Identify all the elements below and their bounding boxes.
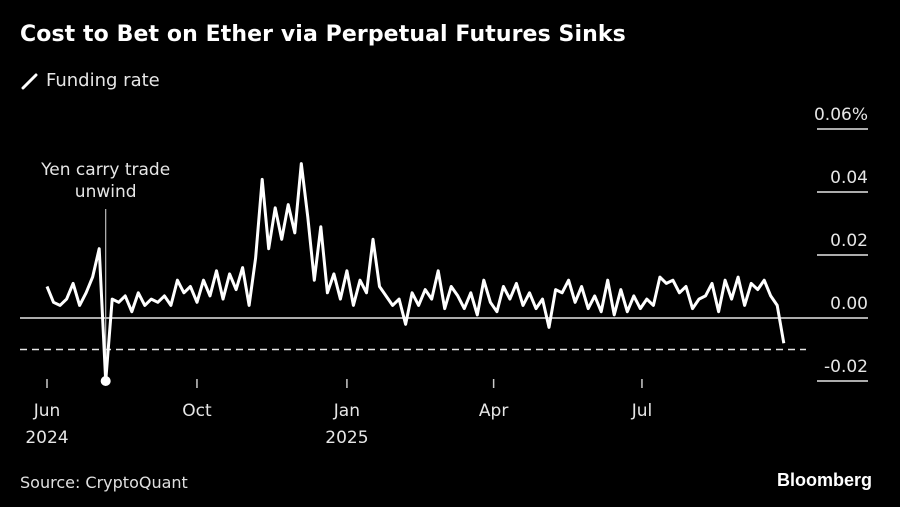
y-tick-label: -0.02 [824, 357, 868, 377]
y-axis: 0.06% 0.04 0.02 0.00 -0.02 [814, 105, 868, 382]
source-note: Source: CryptoQuant [20, 473, 188, 492]
bloomberg-logo: Bloomberg [776, 470, 872, 490]
annotation-text-line1: Yen carry trade [40, 160, 170, 180]
x-tick-sublabel: 2024 [25, 428, 68, 448]
line-swatch-icon [21, 73, 38, 89]
x-tick-label: Jan [333, 401, 360, 421]
annotation-text-line2: unwind [75, 182, 137, 202]
x-axis: Jun 2024 Oct Jan 2025 Apr Jul [25, 379, 652, 448]
y-tick-label: 0.00 [830, 294, 868, 314]
x-tick-label: Apr [479, 401, 508, 421]
y-tick-label: 0.04 [830, 168, 868, 188]
y-tick-label: 0.06% [814, 105, 868, 125]
legend-label: Funding rate [46, 70, 160, 91]
annotation-marker [100, 376, 111, 386]
chart-title: Cost to Bet on Ether via Perpetual Futur… [20, 22, 626, 47]
x-tick-sublabel: 2025 [325, 428, 368, 448]
x-tick-label: Oct [182, 401, 212, 421]
series-line-funding-rate [45, 162, 786, 383]
x-tick-label: Jun [33, 401, 61, 421]
legend: Funding rate [20, 70, 160, 91]
y-tick-label: 0.02 [830, 231, 868, 251]
x-tick-label: Jul [631, 401, 653, 421]
